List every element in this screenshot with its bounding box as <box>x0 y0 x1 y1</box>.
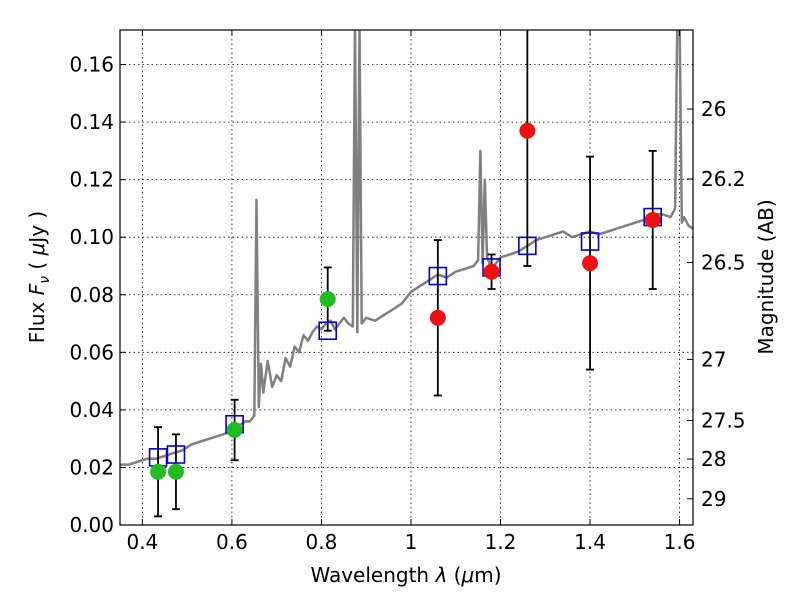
data-point <box>227 423 242 438</box>
x-tick-label: 1 <box>405 530 418 554</box>
y-tick-label: 0.12 <box>69 168 114 192</box>
x-tick-label: 1.2 <box>485 530 517 554</box>
y2-tick-label: 27 <box>701 347 726 371</box>
data-point <box>520 123 535 138</box>
y-tick-label: 0.08 <box>69 283 114 307</box>
y2-tick-label: 26 <box>701 97 726 121</box>
y2-tick-label: 29 <box>701 487 726 511</box>
y-tick-label: 0.00 <box>69 513 114 537</box>
y-tick-label: 0.16 <box>69 53 114 77</box>
data-point <box>430 310 445 325</box>
y-tick-label: 0.04 <box>69 398 114 422</box>
data-point <box>168 464 183 479</box>
y-axis-label: Flux Fν ( μJy ) <box>25 211 53 343</box>
plot-area <box>120 0 693 516</box>
sed-chart: 0.4 0.6 0.8 1 1.2 1.4 1.6 0.00 0.02 0.04 0.06 0.08 0… <box>0 0 800 600</box>
x-tick-label: 1.6 <box>664 530 696 554</box>
grid <box>120 30 693 525</box>
y2-tick-label: 26.5 <box>701 251 746 275</box>
y2-tick-label: 26.2 <box>701 167 746 191</box>
y2-axis-label: Magnitude (AB) <box>754 199 778 354</box>
x-tick-label: 0.4 <box>126 530 158 554</box>
y2-tick-label: 27.5 <box>701 409 746 433</box>
data-point <box>151 464 166 479</box>
plot-frame <box>120 30 693 525</box>
x-tick-label: 0.6 <box>216 530 248 554</box>
y-tick-label: 0.06 <box>69 340 114 364</box>
data-point <box>484 264 499 279</box>
y-tick-label: 0.14 <box>69 110 114 134</box>
y-tick-label: 0.10 <box>69 225 114 249</box>
y2-tick-label: 28 <box>701 447 726 471</box>
x-tick-label: 0.8 <box>306 530 338 554</box>
y-tick-label: 0.02 <box>69 455 114 479</box>
spectrum-line <box>120 21 693 464</box>
x-tick-label: 1.4 <box>574 530 606 554</box>
data-point <box>583 256 598 271</box>
data-point <box>320 292 335 307</box>
x-axis-label: Wavelength λ (μm) <box>310 563 501 587</box>
data-point <box>645 212 660 227</box>
